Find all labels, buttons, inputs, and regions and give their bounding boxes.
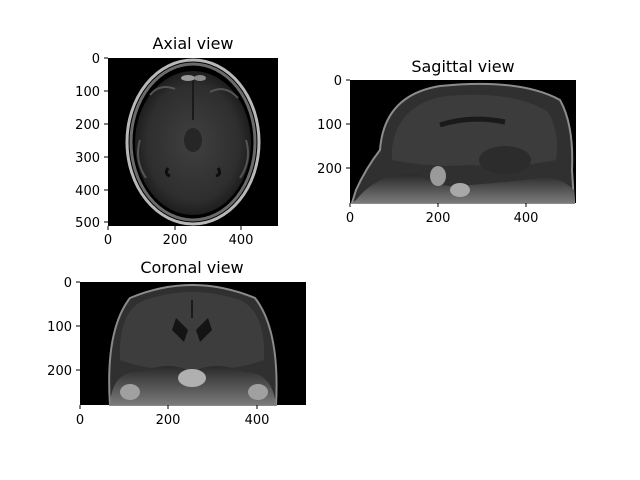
axial-y-tick: 0 bbox=[92, 52, 100, 67]
coronal-image bbox=[80, 282, 306, 406]
coronal-x-tick: 400 bbox=[245, 413, 270, 428]
coronal-y-axis: 0 100 200 bbox=[47, 276, 80, 379]
axial-y-tick: 100 bbox=[75, 85, 100, 100]
axial-image bbox=[108, 58, 278, 226]
axial-x-tick: 0 bbox=[104, 233, 112, 248]
sagittal-panel: Sagittal view 0 200 400 bbox=[317, 57, 576, 226]
axial-y-tick: 300 bbox=[75, 151, 100, 166]
coronal-panel: Coronal view 0 200 400 bbox=[47, 258, 306, 428]
coronal-title: Coronal view bbox=[140, 258, 243, 277]
axial-y-tick: 500 bbox=[75, 216, 100, 231]
coronal-y-tick: 0 bbox=[64, 276, 72, 291]
axial-title: Axial view bbox=[152, 34, 233, 53]
coronal-y-tick: 100 bbox=[47, 320, 72, 335]
axial-y-tick: 400 bbox=[75, 184, 100, 199]
axial-x-axis: 0 200 400 bbox=[104, 226, 254, 248]
sagittal-x-tick: 200 bbox=[426, 211, 451, 226]
sagittal-image bbox=[350, 80, 576, 204]
coronal-y-tick: 200 bbox=[47, 364, 72, 379]
axial-panel: Axial view 0 200 400 bbox=[75, 34, 278, 248]
axial-y-axis: 0 100 200 300 400 500 bbox=[75, 52, 108, 231]
sagittal-y-axis: 0 100 200 bbox=[317, 74, 350, 177]
axial-x-tick: 200 bbox=[163, 233, 188, 248]
sagittal-y-tick: 100 bbox=[317, 118, 342, 133]
sagittal-y-tick: 0 bbox=[334, 74, 342, 89]
sagittal-x-tick: 400 bbox=[514, 211, 539, 226]
sagittal-y-tick: 200 bbox=[317, 162, 342, 177]
axial-x-tick: 400 bbox=[229, 233, 254, 248]
coronal-x-axis: 0 200 400 bbox=[76, 405, 270, 428]
sagittal-x-axis: 0 200 400 bbox=[346, 203, 539, 226]
sagittal-title: Sagittal view bbox=[411, 57, 514, 76]
coronal-x-tick: 200 bbox=[156, 413, 181, 428]
sagittal-x-tick: 0 bbox=[346, 211, 354, 226]
coronal-x-tick: 0 bbox=[76, 413, 84, 428]
axial-y-tick: 200 bbox=[75, 118, 100, 133]
